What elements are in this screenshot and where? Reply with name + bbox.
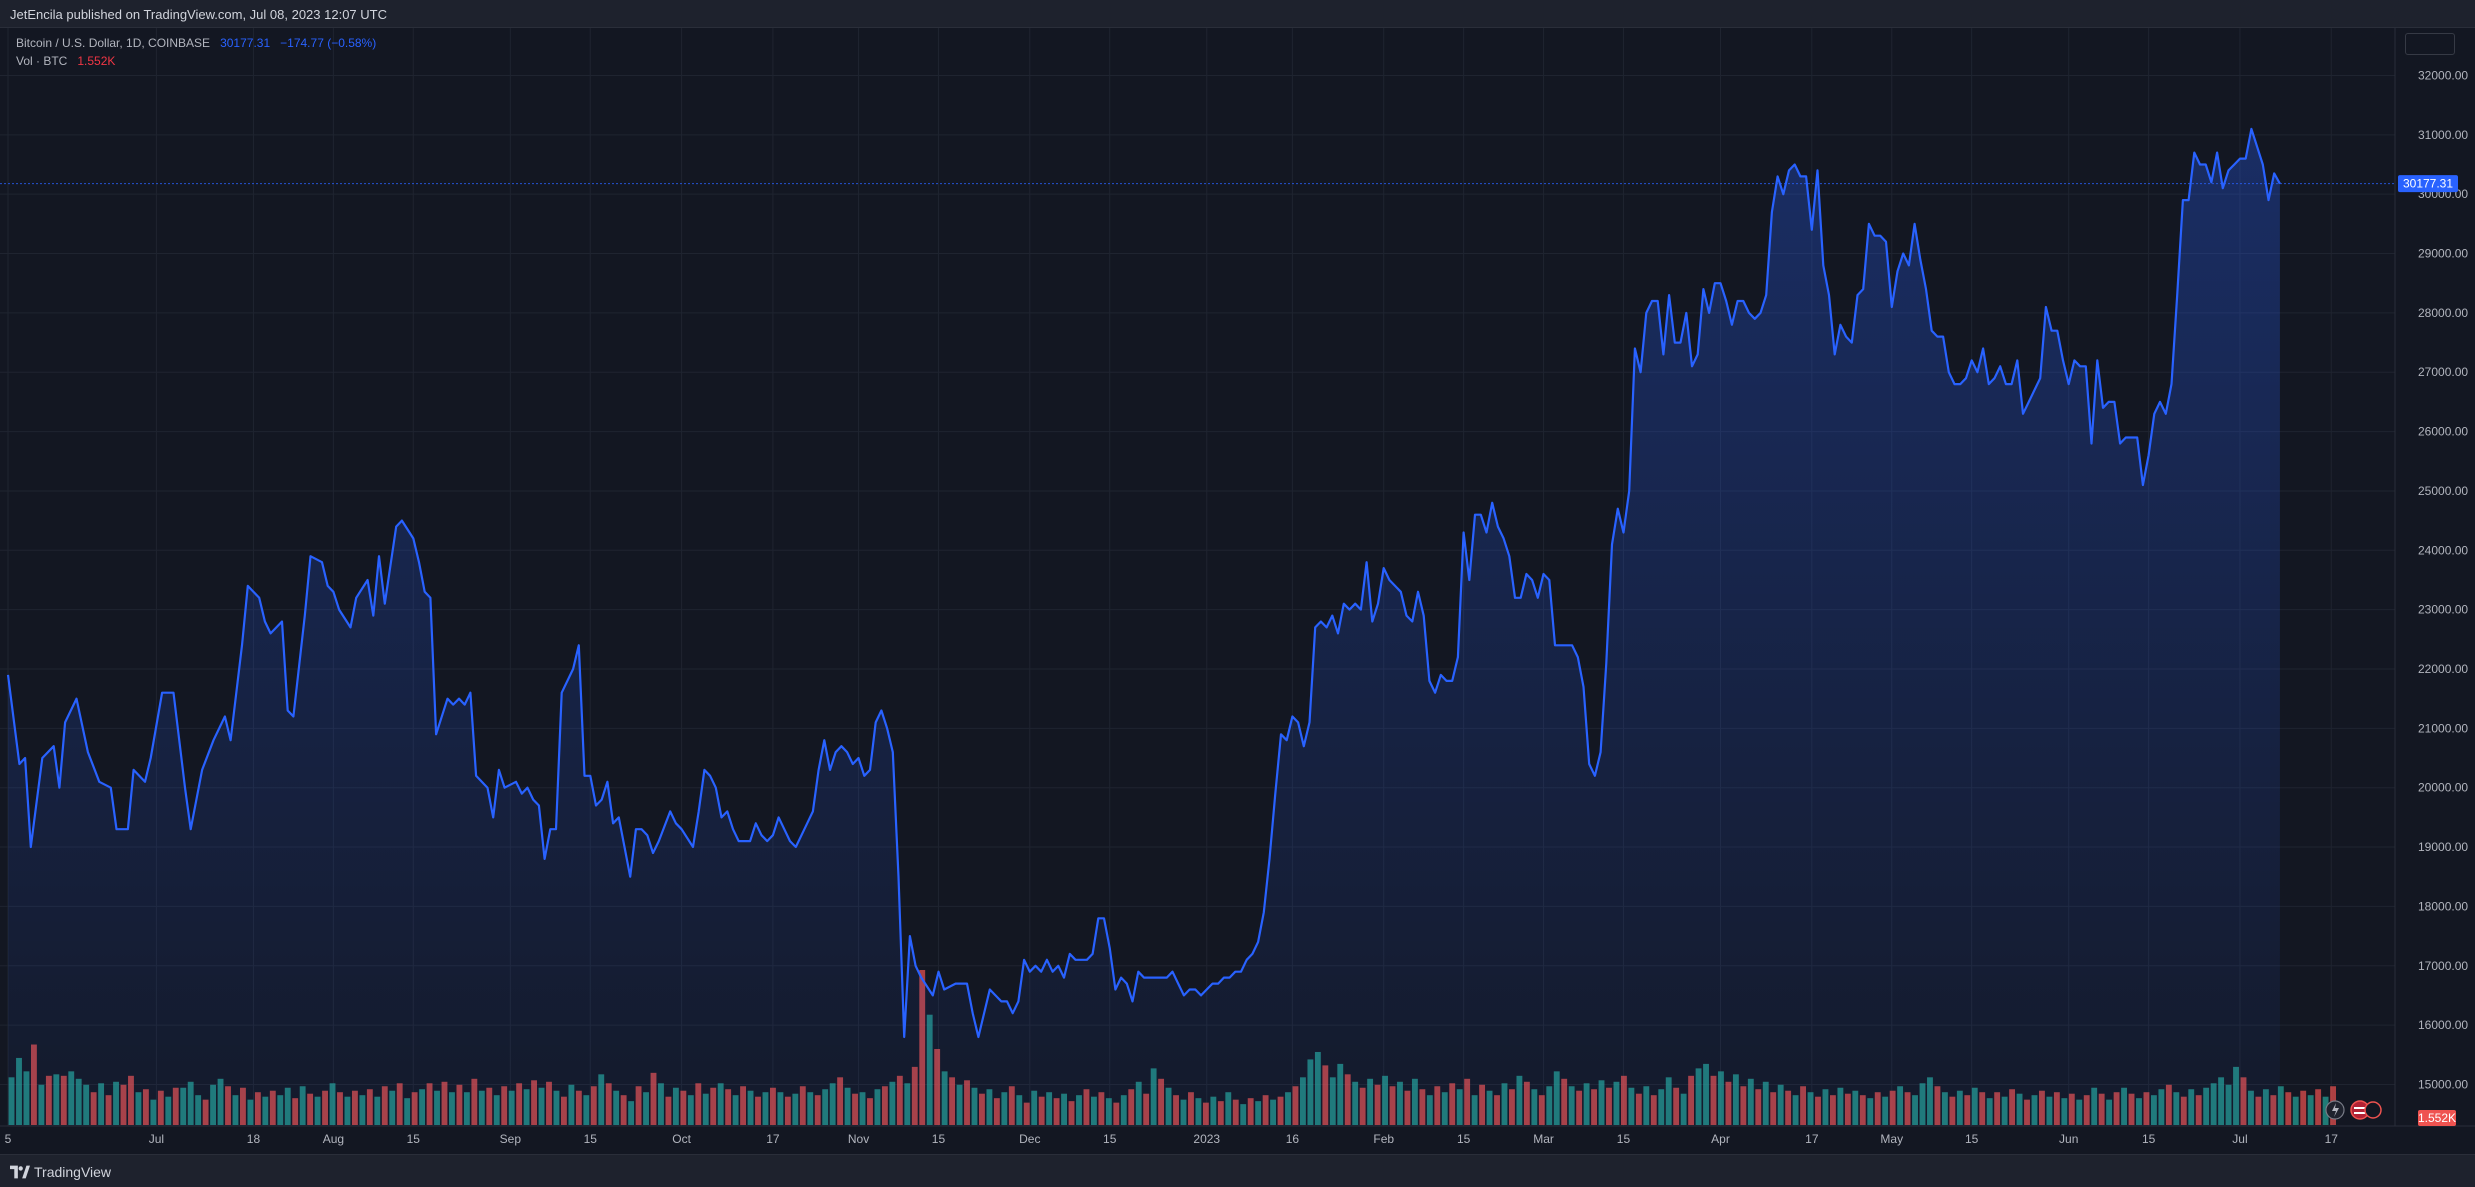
time-tick-label: 15 bbox=[2142, 1132, 2156, 1146]
time-tick-label: 15 bbox=[1617, 1132, 1631, 1146]
time-tick-label: 2023 bbox=[1193, 1132, 1220, 1146]
volume-indicator-label[interactable]: Vol · BTC bbox=[16, 54, 68, 68]
time-tick-label: Jul bbox=[2232, 1132, 2247, 1146]
tradingview-logo-icon[interactable] bbox=[10, 1165, 30, 1179]
time-tick-label: 15 bbox=[1457, 1132, 1471, 1146]
time-tick-label: May bbox=[1880, 1132, 1903, 1146]
time-tick-label: 15 bbox=[932, 1132, 946, 1146]
time-tick-label: 15 bbox=[1965, 1132, 1979, 1146]
price-tick-label: 20000.00 bbox=[2418, 781, 2468, 795]
volume-bar bbox=[2307, 1095, 2314, 1125]
time-tick-label: 16 bbox=[1286, 1132, 1300, 1146]
legend-last-price: 30177.31 bbox=[220, 36, 271, 50]
time-tick-label: 17 bbox=[1805, 1132, 1819, 1146]
volume-bar bbox=[2315, 1089, 2322, 1125]
time-tick-label: Mar bbox=[1533, 1132, 1554, 1146]
price-tick-label: 28000.00 bbox=[2418, 306, 2468, 320]
publisher-text: JetEncila published on TradingView.com, … bbox=[10, 7, 387, 22]
time-tick-label: 17 bbox=[2325, 1132, 2339, 1146]
time-tick-label: Jun bbox=[2059, 1132, 2078, 1146]
footer-bar: TradingView bbox=[0, 1154, 2475, 1187]
tradingview-brand-text[interactable]: TradingView bbox=[34, 1164, 112, 1180]
price-tick-label: 32000.00 bbox=[2418, 68, 2468, 82]
publish-bar: JetEncila published on TradingView.com, … bbox=[0, 0, 2475, 28]
volume-indicator-value: 1.552K bbox=[77, 54, 116, 68]
price-tick-label: 16000.00 bbox=[2418, 1018, 2468, 1032]
price-tick-label: 25000.00 bbox=[2418, 484, 2468, 498]
price-scale[interactable] bbox=[2395, 28, 2475, 1126]
time-tick-label: Feb bbox=[1373, 1132, 1394, 1146]
time-scale[interactable] bbox=[0, 1126, 2475, 1154]
price-tick-label: 27000.00 bbox=[2418, 365, 2468, 379]
volume-last-label: 1.552K bbox=[2418, 1110, 2456, 1126]
price-scale-settings-box[interactable] bbox=[2405, 33, 2455, 55]
volume-bar bbox=[2292, 1096, 2299, 1125]
price-line bbox=[6, 127, 2281, 1039]
time-tick-label: Dec bbox=[1019, 1132, 1040, 1146]
legend-volume-row: Vol · BTC 1.552K bbox=[16, 52, 376, 70]
last-price-label: 30177.31 bbox=[2398, 175, 2458, 193]
event-more-icon[interactable] bbox=[2364, 1101, 2382, 1119]
time-tick-label: 17 bbox=[766, 1132, 780, 1146]
price-tick-label: 22000.00 bbox=[2418, 662, 2468, 676]
chart-legend: Bitcoin / U.S. Dollar, 1D, COINBASE 3017… bbox=[16, 34, 376, 70]
volume-last-box bbox=[2418, 1110, 2456, 1126]
price-tick-label: 29000.00 bbox=[2418, 247, 2468, 261]
price-scale-ticks: 32000.0031000.0030000.0029000.0028000.00… bbox=[2418, 68, 2468, 1091]
volume-last-text: 1.552K bbox=[2418, 1111, 2456, 1125]
price-tick-label: 17000.00 bbox=[2418, 959, 2468, 973]
time-tick-label: 15 bbox=[584, 1132, 598, 1146]
time-tick-label: 18 bbox=[247, 1132, 261, 1146]
time-tick-label: 15 bbox=[407, 1132, 421, 1146]
price-tick-label: 31000.00 bbox=[2418, 128, 2468, 142]
price-tick-label: 15000.00 bbox=[2418, 1077, 2468, 1091]
price-tick-label: 21000.00 bbox=[2418, 721, 2468, 735]
volume-bar bbox=[2300, 1090, 2307, 1125]
price-tick-label: 24000.00 bbox=[2418, 543, 2468, 557]
time-scale-ticks: 5 Jul 18 Aug 15 Sep 15 Oct 17 Nov 15 Dec 15 2023 16 Feb… bbox=[5, 1132, 2339, 1146]
volume-bar bbox=[2277, 1086, 2284, 1125]
last-price-text: 30177.31 bbox=[2403, 177, 2453, 191]
time-tick-label: Oct bbox=[672, 1132, 691, 1146]
price-tick-label: 23000.00 bbox=[2418, 603, 2468, 617]
time-tick-label: Jul bbox=[149, 1132, 164, 1146]
time-tick-label: Apr bbox=[1711, 1132, 1730, 1146]
volume-bar bbox=[2285, 1092, 2292, 1125]
last-price-box bbox=[2398, 175, 2458, 193]
price-chart[interactable]: 32000.0031000.0030000.0029000.0028000.00… bbox=[0, 28, 2475, 1154]
time-tick-label: 15 bbox=[1103, 1132, 1117, 1146]
symbol-description[interactable]: Bitcoin / U.S. Dollar, 1D, COINBASE bbox=[16, 36, 211, 50]
legend-price-row: Bitcoin / U.S. Dollar, 1D, COINBASE 3017… bbox=[16, 34, 376, 52]
time-tick-label: Sep bbox=[500, 1132, 522, 1146]
legend-change: −174.77 (−0.58%) bbox=[280, 36, 377, 50]
time-tick-label: Aug bbox=[323, 1132, 344, 1146]
time-tick-label: 5 bbox=[5, 1132, 12, 1146]
time-tick-label: Nov bbox=[848, 1132, 869, 1146]
lightning-glyph-icon bbox=[2332, 1103, 2339, 1117]
price-tick-label: 26000.00 bbox=[2418, 425, 2468, 439]
price-tick-label: 19000.00 bbox=[2418, 840, 2468, 854]
price-tick-label: 18000.00 bbox=[2418, 899, 2468, 913]
flag-stripe-icon bbox=[2354, 1112, 2366, 1114]
price-area-fill bbox=[8, 128, 2280, 1126]
flag-stripe-icon bbox=[2354, 1107, 2366, 1109]
event-icons[interactable] bbox=[2325, 1100, 2382, 1120]
